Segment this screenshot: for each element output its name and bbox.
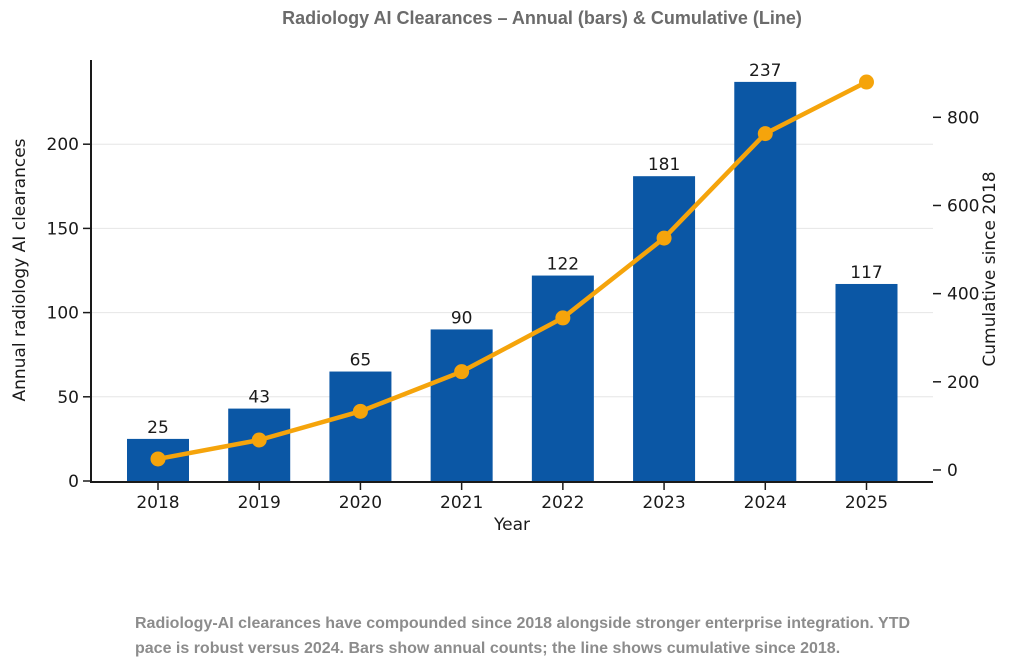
y-tick-label-right: 0 (947, 461, 958, 481)
bar-2025 (835, 283, 898, 482)
bar-value-label: 43 (248, 388, 270, 408)
bar-2023 (633, 176, 696, 483)
bar-value-label: 117 (850, 263, 882, 283)
x-tick-label: 2021 (440, 493, 483, 513)
y-tick-label-left: 200 (47, 135, 79, 155)
x-tick-label: 2024 (744, 493, 787, 513)
y-tick-label-right: 400 (947, 285, 979, 305)
y-tick-label-right: 800 (947, 108, 979, 128)
line-point-2023 (656, 230, 672, 246)
x-tick-label: 2025 (845, 493, 888, 513)
y-tick-label-right: 600 (947, 196, 979, 216)
caption: Radiology-AI clearances have compounded … (135, 611, 935, 661)
chart-canvas: 0 50 100 150 200 0 200 400 600 800 2018 2019 2020 202… (10, 60, 1000, 535)
cumulative-line (155, 79, 869, 462)
x-tick-label: 2020 (339, 493, 382, 513)
y-axis-label-right: Cumulative since 2018 (980, 171, 1000, 366)
bar-2022 (531, 275, 594, 482)
y-tick-label-left: 100 (47, 304, 79, 324)
bar-2024 (734, 81, 797, 482)
line-point-2018 (150, 451, 166, 467)
line-point-2020 (352, 403, 368, 419)
bar-value-label: 122 (547, 255, 579, 275)
x-tick-label: 2023 (642, 493, 685, 513)
y-tick-label-right: 200 (947, 373, 979, 393)
bar-value-label: 181 (648, 155, 680, 175)
y-tick-label-left: 50 (57, 388, 79, 408)
y-tick-label-left: 0 (68, 472, 79, 492)
bar-value-label: 90 (451, 308, 473, 328)
x-axis-label: Year (493, 515, 530, 535)
caption-line-1: Radiology-AI clearances have compounded … (135, 615, 911, 632)
y-tick-label-left: 150 (47, 219, 79, 239)
x-tick-label: 2022 (541, 493, 584, 513)
chart-title: Radiology AI Clearances – Annual (bars) … (282, 8, 802, 28)
line-point-2022 (555, 310, 571, 326)
x-tick-label: 2019 (238, 493, 281, 513)
bar-value-label: 237 (749, 61, 781, 81)
caption-line-2: pace is robust versus 2024. Bars show an… (135, 640, 841, 657)
y-axis-label-left: Annual radiology AI clearances (10, 138, 30, 401)
line-point-2025 (858, 74, 874, 90)
line-point-2021 (454, 364, 470, 380)
bar-value-label: 65 (350, 351, 372, 371)
line-point-2024 (757, 126, 773, 142)
bar-value-label: 25 (147, 418, 169, 438)
x-tick-label: 2018 (136, 493, 179, 513)
bar-2021 (430, 329, 493, 482)
line-point-2019 (251, 432, 267, 448)
bar-2020 (329, 371, 392, 482)
